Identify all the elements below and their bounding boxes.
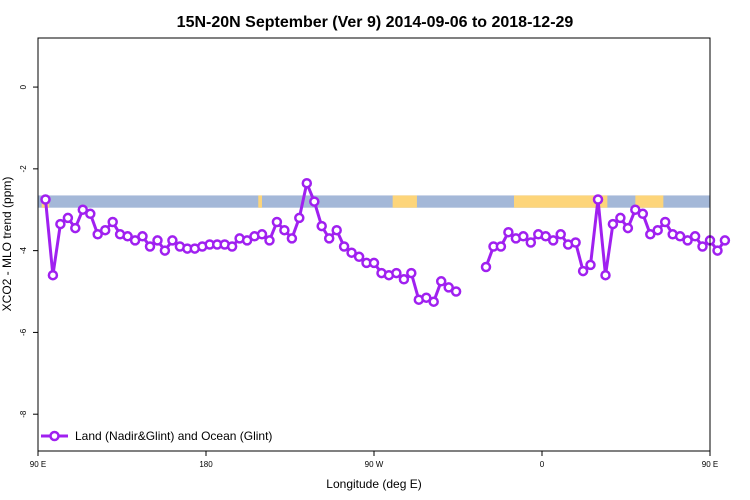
- data-point: [585, 259, 596, 271]
- data-point: [271, 216, 283, 228]
- data-point: [719, 235, 731, 246]
- ocean-band: [38, 195, 710, 208]
- data-point: [450, 286, 462, 297]
- data-point: [592, 194, 604, 205]
- data-point: [294, 212, 305, 224]
- data-point: [309, 196, 320, 207]
- data-point: [712, 245, 723, 256]
- data-point: [600, 269, 611, 281]
- data-point: [338, 241, 350, 252]
- data-point: [577, 265, 589, 277]
- land-band-segment: [392, 195, 417, 208]
- data-point: [503, 226, 514, 238]
- land-band-segment: [635, 195, 664, 208]
- data-point: [226, 241, 238, 252]
- data-point: [129, 235, 141, 246]
- data-point: [630, 204, 641, 215]
- land-band-segment: [258, 195, 262, 208]
- data-point: [70, 222, 81, 234]
- data-point: [697, 241, 708, 252]
- land-ocean-band: [38, 195, 710, 208]
- data-point: [55, 218, 66, 230]
- data-point: [443, 282, 454, 293]
- data-point: [137, 231, 148, 242]
- data-point: [682, 235, 693, 246]
- data-point: [406, 267, 417, 279]
- data-point: [525, 237, 537, 248]
- data-point: [77, 204, 89, 215]
- data-point: [159, 245, 171, 256]
- data-point: [645, 229, 656, 240]
- data-point: [622, 222, 634, 234]
- data-point: [316, 220, 327, 232]
- y-tick-label: -4: [19, 246, 28, 254]
- data-point: [286, 233, 298, 244]
- data-point: [659, 216, 671, 228]
- data-point: [353, 251, 365, 263]
- data-point: [256, 229, 268, 240]
- data-point: [85, 208, 96, 220]
- data-point: [495, 241, 507, 252]
- x-tick-label: 180: [199, 460, 213, 469]
- data-point: [144, 241, 156, 252]
- x-tick-label: 90 E: [702, 460, 718, 469]
- data-point: [428, 296, 439, 307]
- land-band-segment: [514, 195, 608, 208]
- data-point: [435, 276, 447, 287]
- data-point: [555, 229, 566, 240]
- data-point: [652, 224, 663, 236]
- legend: Land (Nadir&Glint) and Ocean (Glint): [41, 429, 272, 443]
- data-point: [241, 235, 253, 246]
- series-layer: [40, 177, 731, 307]
- x-axis-label: Longitude (deg E): [326, 477, 421, 491]
- data-point: [107, 216, 118, 228]
- data-point: [167, 235, 178, 246]
- legend-marker: [49, 430, 60, 442]
- data-point: [279, 224, 290, 236]
- data-point: [368, 257, 380, 269]
- data-point: [391, 267, 402, 279]
- data-point: [674, 231, 686, 242]
- y-tick-label: -8: [19, 410, 28, 418]
- data-point: [92, 229, 103, 240]
- y-axis-label: XCO2 - MLO trend (ppm): [0, 177, 14, 312]
- data-point: [637, 208, 649, 220]
- legend-label: Land (Nadir&Glint) and Ocean (Glint): [75, 429, 272, 443]
- data-point: [540, 231, 551, 242]
- x-tick-label: 90 E: [30, 460, 46, 469]
- data-point: [689, 231, 701, 242]
- data-point: [398, 274, 410, 285]
- data-point: [570, 237, 581, 248]
- data-point: [40, 194, 51, 205]
- data-point: [62, 212, 74, 224]
- chart-title: 15N-20N September (Ver 9) 2014-09-06 to …: [177, 14, 574, 31]
- data-point: [323, 233, 335, 244]
- data-point: [122, 231, 133, 242]
- data-point: [615, 212, 626, 224]
- y-tick-label: -6: [19, 328, 28, 336]
- data-point: [331, 224, 342, 236]
- data-point: [607, 218, 619, 230]
- y-tick-label: -2: [19, 165, 28, 173]
- data-point: [99, 224, 111, 236]
- y-axis: 0 -2 -4 -6 -8: [19, 84, 38, 418]
- data-point: [518, 231, 529, 242]
- data-point: [547, 235, 559, 246]
- data-point: [264, 235, 275, 246]
- data-point: [480, 261, 492, 273]
- data-point: [301, 177, 313, 189]
- y-tick-label: 0: [19, 84, 28, 89]
- data-point: [47, 269, 59, 281]
- data-point: [152, 235, 163, 246]
- x-tick-label: 0: [540, 460, 545, 469]
- data-point: [346, 247, 357, 258]
- x-tick-label: 90 W: [365, 460, 384, 469]
- x-axis: 90 E 180 90 W 0 90 E: [30, 451, 718, 469]
